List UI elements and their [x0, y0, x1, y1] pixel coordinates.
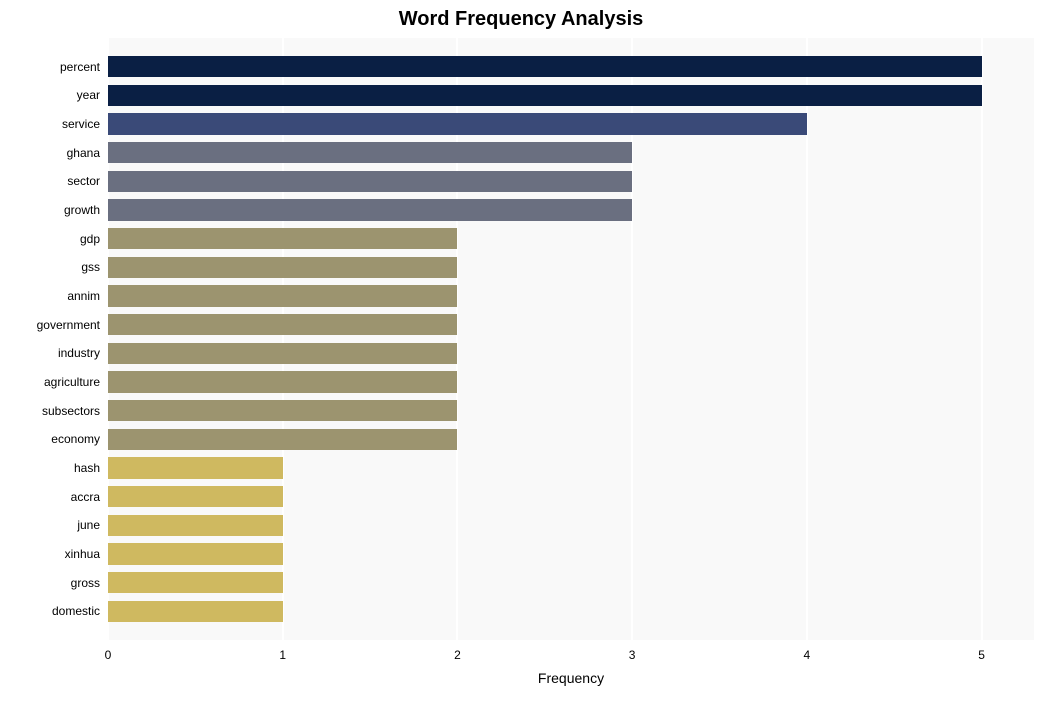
- x-tick-label: 5: [978, 648, 985, 662]
- bar: [108, 457, 283, 479]
- bar: [108, 314, 457, 336]
- y-tick-label: ghana: [67, 146, 100, 160]
- bar: [108, 572, 283, 594]
- bar: [108, 400, 457, 422]
- x-tick-label: 3: [629, 648, 636, 662]
- bar: [108, 85, 982, 107]
- y-tick-label: year: [77, 88, 100, 102]
- bar: [108, 343, 457, 365]
- x-tick-label: 4: [804, 648, 811, 662]
- bar: [108, 257, 457, 279]
- bar: [108, 199, 632, 221]
- gridline: [981, 38, 983, 640]
- y-tick-label: economy: [51, 432, 100, 446]
- x-axis-label: Frequency: [108, 670, 1034, 686]
- y-tick-label: gss: [81, 260, 100, 274]
- y-tick-label: industry: [58, 346, 100, 360]
- bar: [108, 142, 632, 164]
- bar: [108, 486, 283, 508]
- bar: [108, 429, 457, 451]
- y-tick-label: growth: [64, 203, 100, 217]
- x-tick-label: 2: [454, 648, 461, 662]
- y-tick-label: domestic: [52, 604, 100, 618]
- y-tick-label: service: [62, 117, 100, 131]
- plot-area: [108, 38, 1034, 640]
- y-tick-label: percent: [60, 60, 100, 74]
- y-tick-label: sector: [67, 174, 100, 188]
- y-tick-label: government: [37, 318, 100, 332]
- bar: [108, 601, 283, 623]
- bar: [108, 543, 283, 565]
- bar: [108, 113, 807, 135]
- bar: [108, 171, 632, 193]
- x-tick-label: 0: [105, 648, 112, 662]
- y-tick-label: gross: [71, 576, 100, 590]
- bar: [108, 285, 457, 307]
- y-tick-label: gdp: [80, 232, 100, 246]
- bar: [108, 56, 982, 78]
- chart-container: Word Frequency Analysis Frequency 0 1 2 3 4 5…: [0, 0, 1042, 701]
- y-tick-label: june: [77, 518, 100, 532]
- bar: [108, 515, 283, 537]
- y-tick-label: hash: [74, 461, 100, 475]
- x-tick-label: 1: [279, 648, 286, 662]
- y-tick-label: subsectors: [42, 404, 100, 418]
- y-tick-label: accra: [71, 490, 100, 504]
- chart-title: Word Frequency Analysis: [0, 8, 1042, 31]
- y-tick-label: xinhua: [65, 547, 100, 561]
- y-tick-label: agriculture: [44, 375, 100, 389]
- bar: [108, 371, 457, 393]
- y-tick-label: annim: [67, 289, 100, 303]
- bar: [108, 228, 457, 250]
